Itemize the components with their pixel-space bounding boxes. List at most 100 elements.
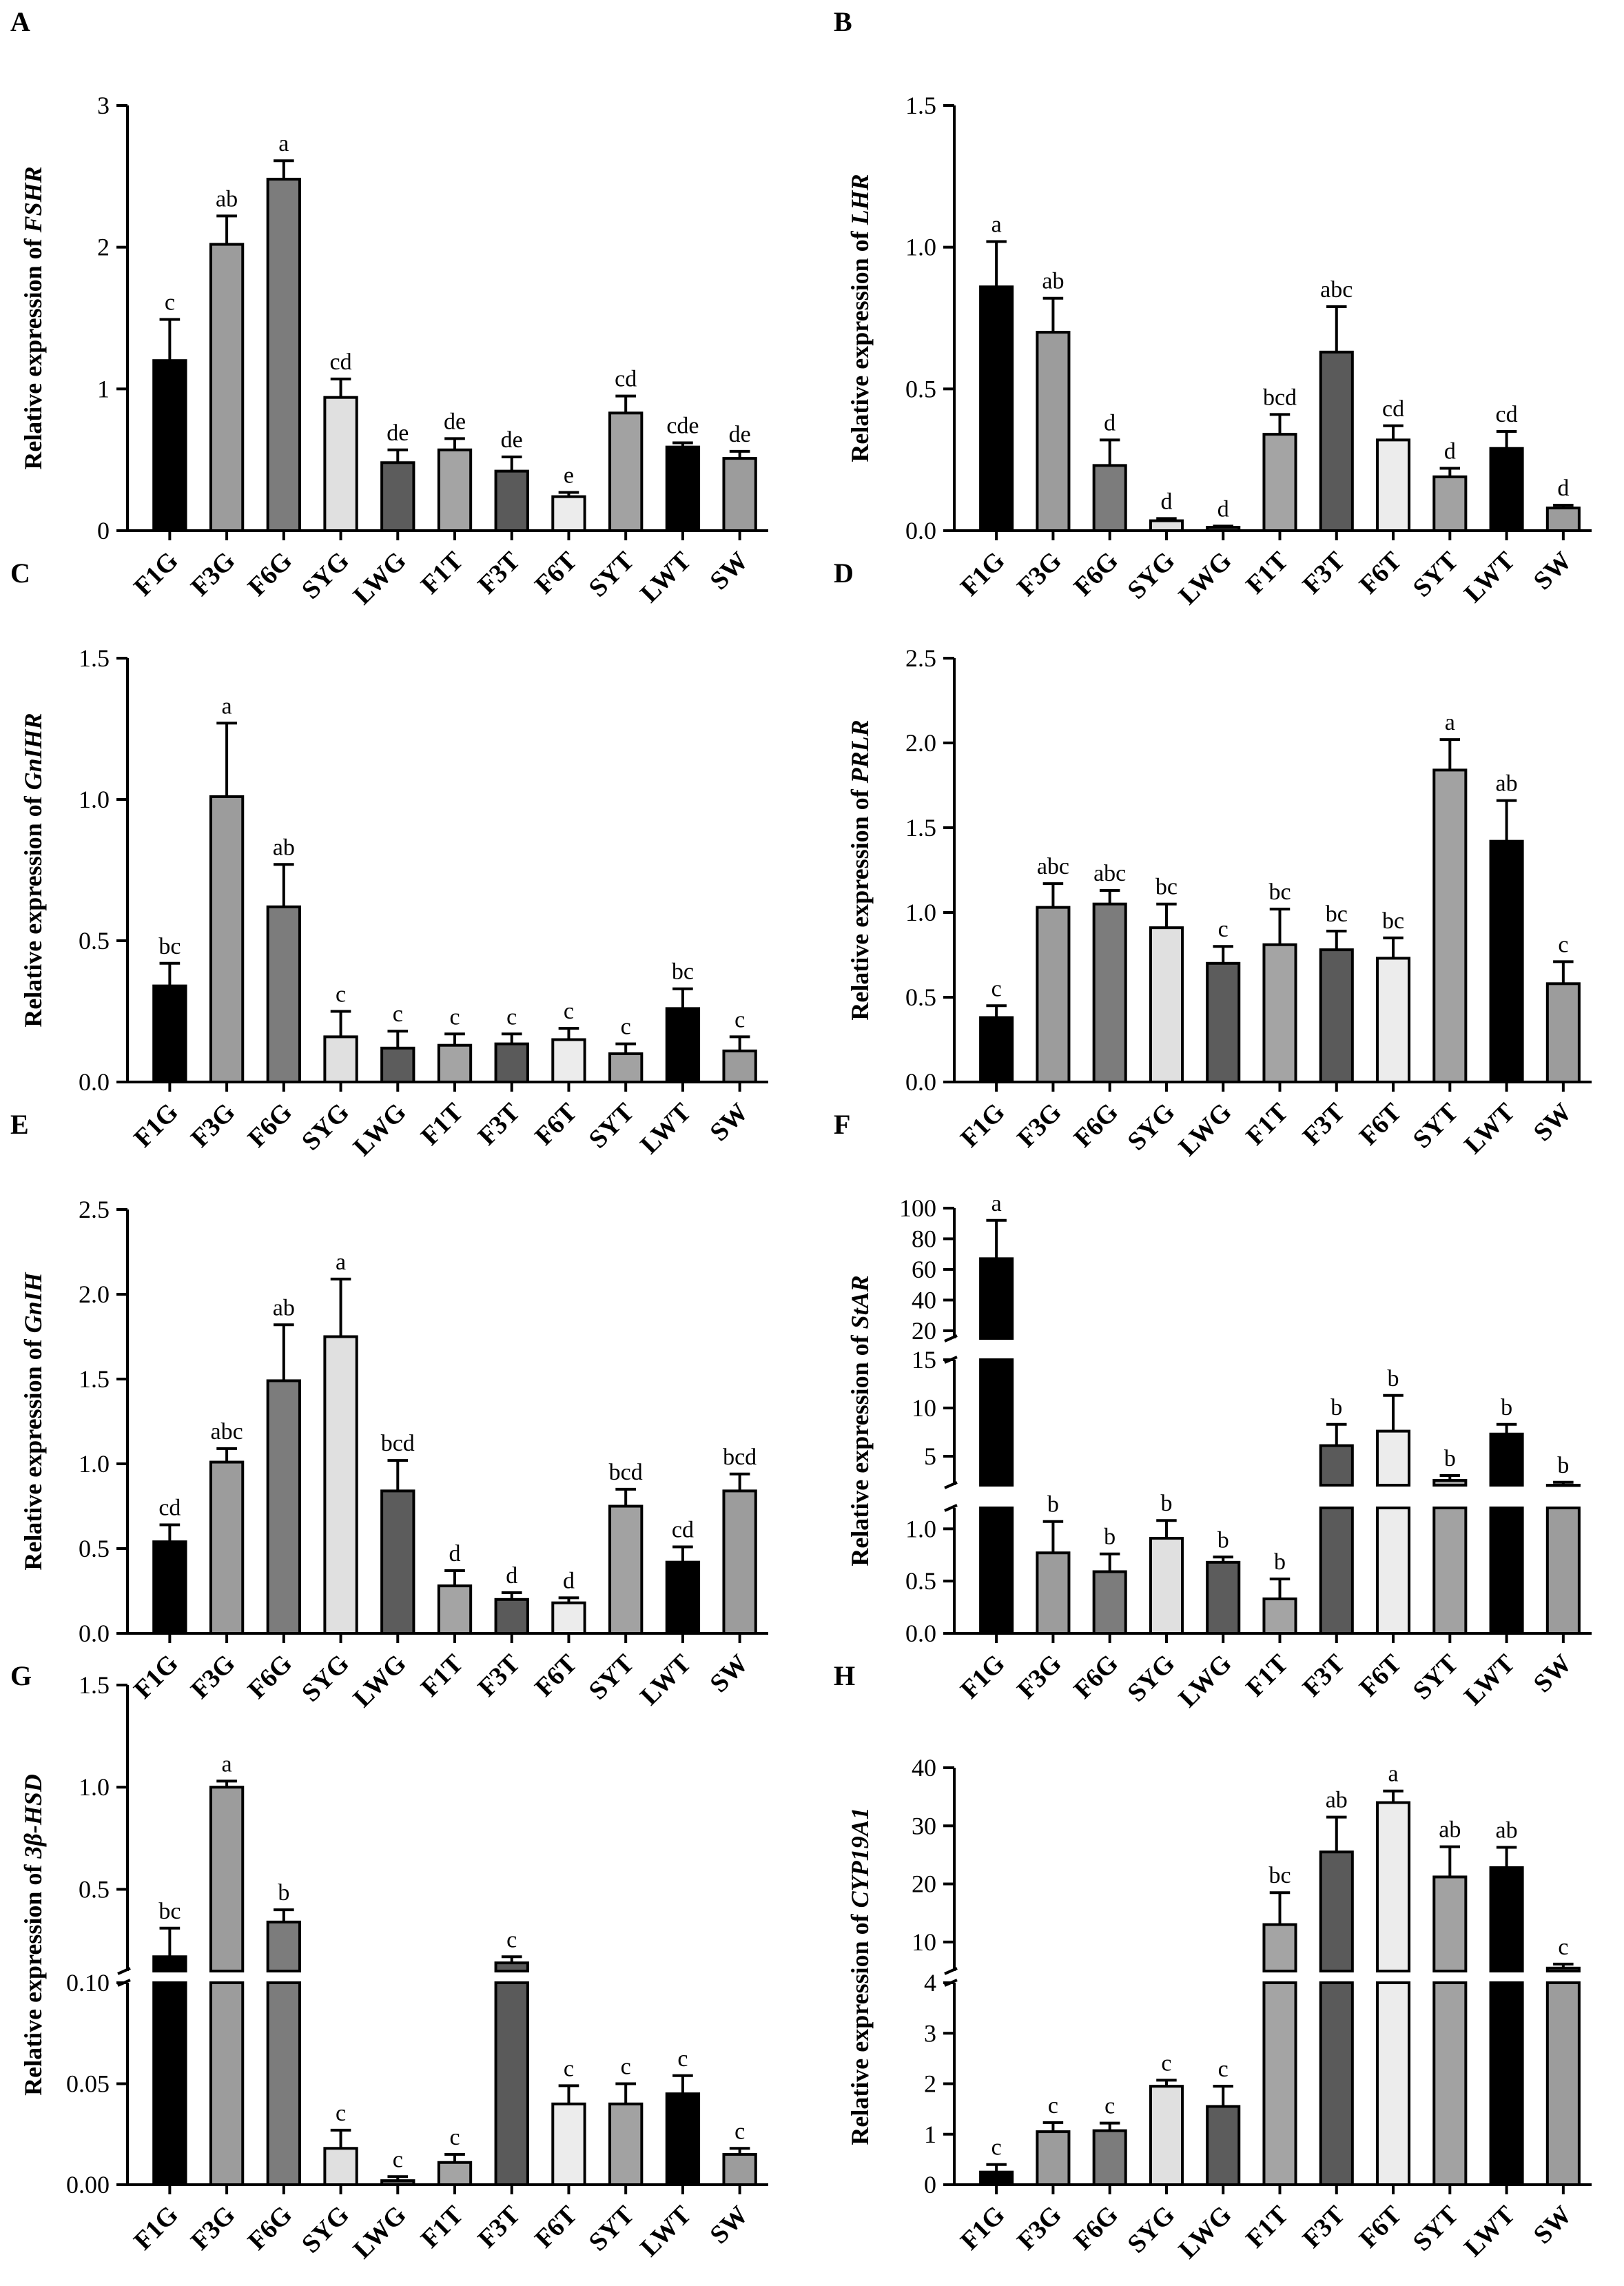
bar-f1g [979, 1016, 1014, 1084]
y-tick-label: 1.0 [905, 899, 936, 926]
y-axis-label-gene: GnIH [19, 1272, 47, 1333]
y-tick-label: 30 [912, 1812, 936, 1839]
x-tick-label: SYT [1408, 1649, 1464, 1706]
bar-lwg [380, 461, 415, 533]
axis-break-mark [117, 1979, 131, 1987]
bar-f3t [494, 1981, 529, 2186]
bar-syg [1149, 926, 1184, 1084]
bar-f3g [209, 243, 245, 532]
bar-f1t [1262, 1981, 1297, 2186]
bar-f6g [266, 1920, 301, 1973]
bar-syg [323, 1335, 358, 1635]
x-tick-label: SYG [296, 547, 355, 605]
significance-letter: cde [666, 413, 699, 438]
y-axis-label-prefix: Relative expression of [19, 790, 47, 1027]
axis-break-mark [944, 1356, 958, 1364]
bar-f6t [1376, 957, 1411, 1084]
x-tick-label: SYG [1122, 2201, 1180, 2259]
bar-lwt [1489, 447, 1524, 532]
significance-letter: cd [329, 349, 351, 375]
significance-letter: bcd [381, 1431, 415, 1456]
x-tick-label: LWT [635, 547, 697, 609]
x-tick-label: F3G [1011, 1098, 1067, 1153]
significance-letter: d [563, 1568, 575, 1593]
bar-f6t [551, 1038, 586, 1083]
x-tick-label: F6T [1354, 2201, 1407, 2254]
x-tick-label: SW [1528, 2201, 1578, 2250]
bar-f6t [1376, 1507, 1411, 1635]
significance-letter: d [449, 1541, 461, 1566]
x-tick-label: SYT [584, 2201, 640, 2257]
significance-letter: d [1217, 496, 1229, 522]
significance-letter: cd [1382, 396, 1404, 422]
y-tick-label: 20 [912, 1870, 936, 1898]
x-tick-label: SYG [1122, 1098, 1180, 1156]
x-tick-label: F1G [128, 547, 183, 602]
x-tick-label: F6T [529, 2201, 582, 2254]
y-axis-label-gene: FSHR [19, 166, 47, 233]
significance-letter: a [1445, 710, 1455, 735]
y-tick-label: 2.5 [905, 644, 936, 672]
y-axis-label-prefix: Relative expression of [846, 225, 874, 462]
y-tick-label: 0.0 [905, 1068, 936, 1096]
y-axis-label: Relative expression of GnIHR [19, 713, 47, 1027]
y-axis-label-prefix: Relative expression of [19, 1333, 47, 1570]
x-tick-label: F1T [415, 2201, 469, 2254]
significance-letter: c [734, 2119, 745, 2144]
x-tick-label: LWG [348, 2201, 412, 2265]
panel-a-fshr: A 0 1 2 3 c F1G ab F3G a F6G cd SYG de LWG de F1T de F3T e… [10, 6, 768, 611]
x-tick-label: F3T [1297, 1649, 1350, 1702]
bar-sw [1545, 1484, 1581, 1487]
x-tick-label: F6G [1069, 1649, 1124, 1704]
y-tick-label: 1.0 [905, 234, 936, 261]
x-tick-label: SW [1528, 1649, 1578, 1699]
y-axis-label: Relative expression of 3β-HSD [19, 1774, 47, 2096]
bar-syt [1432, 1479, 1468, 1487]
panel-letter-c: C [10, 558, 30, 589]
significance-letter: b [1388, 1366, 1399, 1391]
bar-lwg [1206, 2105, 1241, 2186]
significance-letter: b [1444, 1446, 1456, 1471]
y-tick-label: 1.0 [79, 786, 110, 813]
bar-lwt [1489, 1866, 1524, 1972]
x-tick-label: LWT [1459, 1098, 1521, 1160]
x-tick-label: SYT [584, 1649, 640, 1706]
significance-letter: c [1558, 932, 1568, 957]
x-tick-label: LWG [348, 1649, 412, 1713]
bar-f1g [152, 1955, 187, 1972]
bar-f6t [551, 1601, 586, 1635]
significance-letter: b [1501, 1395, 1512, 1420]
y-tick-label: 0.5 [905, 375, 936, 402]
x-tick-label: SYG [296, 2201, 355, 2259]
bar-lwg [1206, 961, 1241, 1084]
significance-letter: d [506, 1563, 517, 1589]
y-tick-label: 0 [924, 2171, 936, 2198]
significance-letter: de [729, 422, 751, 447]
significance-letter: c [621, 2054, 631, 2080]
x-tick-label: F3G [1011, 2201, 1067, 2256]
significance-letter: b [1557, 1453, 1569, 1478]
bar-sw [1545, 1507, 1581, 1635]
bar-f3g [1036, 2130, 1071, 2186]
x-tick-label: SYG [296, 1649, 355, 1708]
significance-letter: de [501, 427, 523, 453]
bar-f3g [209, 1786, 245, 1973]
x-tick-label: F1T [1240, 1098, 1293, 1151]
bar-sw [722, 1489, 757, 1635]
bar-lwg [1206, 526, 1241, 533]
x-tick-label: F1G [128, 2201, 183, 2256]
significance-letter: abc [1320, 277, 1353, 303]
bar-lwt [665, 1560, 701, 1635]
significance-letter: bcd [1263, 385, 1297, 410]
y-tick-label: 0.0 [79, 1620, 110, 1647]
significance-letter: ab [1042, 269, 1064, 294]
x-tick-label: F6T [1354, 1649, 1407, 1702]
x-tick-label: LWT [1459, 1649, 1521, 1711]
bar-lwg [1206, 1560, 1241, 1635]
x-tick-label: SYT [584, 547, 640, 603]
x-tick-label: F3T [473, 1649, 526, 1702]
bar-lwt [665, 445, 701, 533]
bar-lwt [1489, 839, 1524, 1084]
